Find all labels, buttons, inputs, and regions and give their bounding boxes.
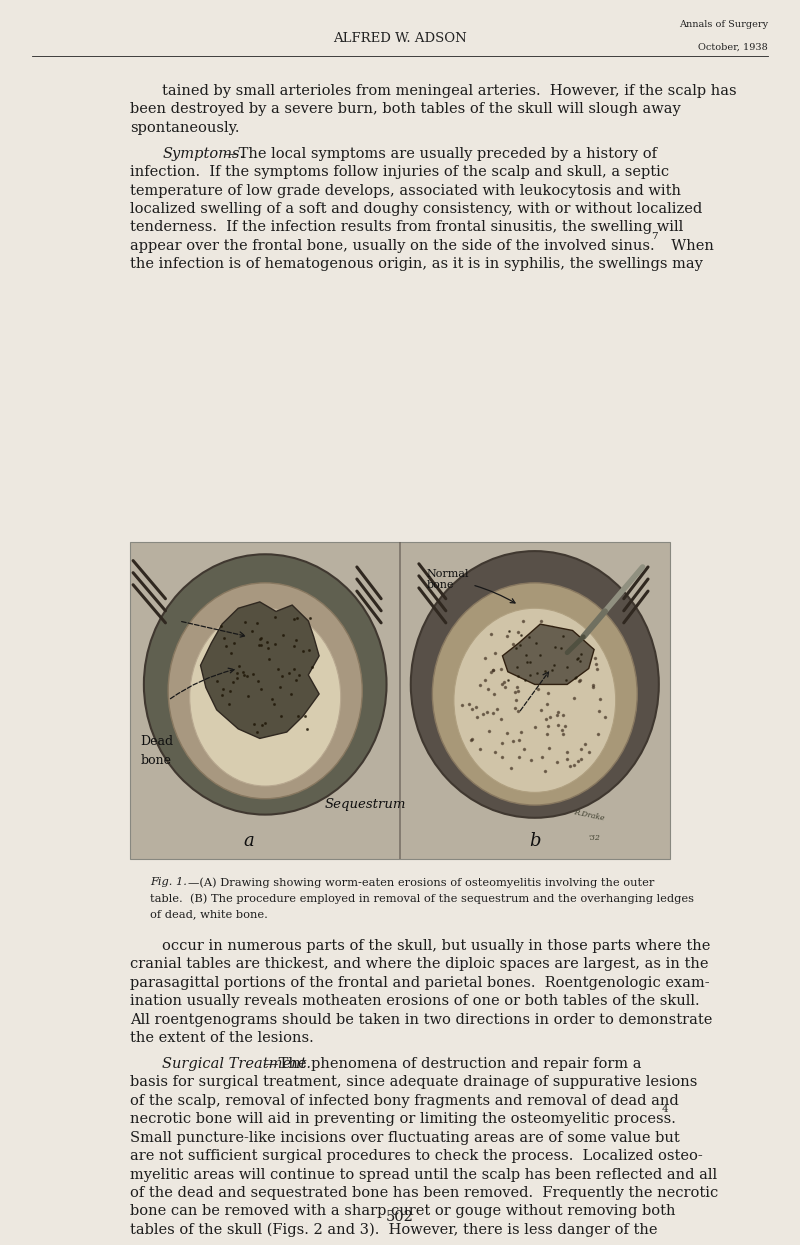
- Text: 502: 502: [386, 1210, 414, 1224]
- Text: October, 1938: October, 1938: [698, 44, 768, 52]
- Text: 4: 4: [662, 1106, 668, 1114]
- Text: tenderness.  If the infection results from frontal sinusitis, the swelling will: tenderness. If the infection results fro…: [130, 220, 684, 234]
- Ellipse shape: [190, 609, 341, 786]
- Text: Small puncture-like incisions over fluctuating areas are of some value but: Small puncture-like incisions over fluct…: [130, 1130, 680, 1144]
- Text: All roentgenograms should be taken in two directions in order to demonstrate: All roentgenograms should be taken in tw…: [130, 1012, 713, 1027]
- Ellipse shape: [144, 554, 386, 814]
- Text: Fig. 1.: Fig. 1.: [150, 876, 187, 886]
- Text: Dead: Dead: [140, 735, 174, 748]
- Ellipse shape: [410, 552, 659, 818]
- Text: the infection is of hematogenous origin, as it is in syphilis, the swellings may: the infection is of hematogenous origin,…: [130, 258, 703, 271]
- Text: ination usually reveals motheaten erosions of one or both tables of the skull.: ination usually reveals motheaten erosio…: [130, 995, 700, 1008]
- Text: appear over the frontal bone, usually on the side of the involved sinus.: appear over the frontal bone, usually on…: [130, 239, 655, 253]
- Text: of the scalp, removal of infected bony fragments and removal of dead and: of the scalp, removal of infected bony f…: [130, 1094, 679, 1108]
- Text: myelitic areas will continue to spread until the scalp has been reflected and al: myelitic areas will continue to spread u…: [130, 1168, 718, 1182]
- Text: —The local symptoms are usually preceded by a history of: —The local symptoms are usually preceded…: [224, 147, 658, 161]
- Text: Annals of Surgery: Annals of Surgery: [679, 20, 768, 29]
- Text: temperature of low grade develops, associated with leukocytosis and with: temperature of low grade develops, assoc…: [130, 183, 682, 198]
- Bar: [130, 542, 670, 859]
- Ellipse shape: [432, 583, 638, 806]
- Text: of the dead and sequestrated bone has been removed.  Frequently the necrotic: of the dead and sequestrated bone has be…: [130, 1186, 718, 1200]
- Text: table.  (B) The procedure employed in removal of the sequestrum and the overhang: table. (B) The procedure employed in rem…: [150, 893, 694, 904]
- Ellipse shape: [168, 583, 362, 799]
- Text: 7: 7: [651, 232, 658, 240]
- Polygon shape: [201, 601, 319, 738]
- Text: '32: '32: [589, 834, 601, 842]
- Text: Surgical Treatment.: Surgical Treatment.: [162, 1057, 311, 1071]
- Text: Sequestrum: Sequestrum: [325, 798, 406, 812]
- Text: basis for surgical treatment, since adequate drainage of suppurative lesions: basis for surgical treatment, since adeq…: [130, 1076, 698, 1089]
- Text: cranial tables are thickest, and where the diploic spaces are largest, as in the: cranial tables are thickest, and where t…: [130, 957, 709, 971]
- Text: a: a: [244, 833, 254, 850]
- Text: infection.  If the symptoms follow injuries of the scalp and skull, a septic: infection. If the symptoms follow injuri…: [130, 166, 670, 179]
- Text: tained by small arterioles from meningeal arteries.  However, if the scalp has: tained by small arterioles from meningea…: [162, 83, 737, 98]
- Text: Symptoms.: Symptoms.: [162, 147, 245, 161]
- Text: When: When: [662, 239, 714, 253]
- Text: necrotic bone will aid in preventing or limiting the osteomyelitic process.: necrotic bone will aid in preventing or …: [130, 1112, 676, 1127]
- Text: spontaneously.: spontaneously.: [130, 121, 240, 134]
- Text: b: b: [530, 833, 541, 850]
- Text: the extent of the lesions.: the extent of the lesions.: [130, 1031, 314, 1045]
- Text: —The phenomena of destruction and repair form a: —The phenomena of destruction and repair…: [265, 1057, 642, 1071]
- Text: bone can be removed with a sharp curet or gouge without removing both: bone can be removed with a sharp curet o…: [130, 1204, 676, 1219]
- Text: Normal
bone: Normal bone: [427, 569, 515, 603]
- Polygon shape: [502, 624, 594, 685]
- Text: parasagittal portions of the frontal and parietal bones.  Roentgenologic exam-: parasagittal portions of the frontal and…: [130, 976, 710, 990]
- Text: are not sufficient surgical procedures to check the process.  Localized osteo-: are not sufficient surgical procedures t…: [130, 1149, 703, 1163]
- Text: R.Drake: R.Drake: [573, 808, 605, 823]
- Text: occur in numerous parts of the skull, but usually in those parts where the: occur in numerous parts of the skull, bu…: [162, 939, 710, 952]
- Text: —(A) Drawing showing worm-eaten erosions of osteomyelitis involving the outer: —(A) Drawing showing worm-eaten erosions…: [189, 876, 654, 888]
- Text: localized swelling of a soft and doughy consistency, with or without localized: localized swelling of a soft and doughy …: [130, 202, 702, 217]
- Text: bone: bone: [140, 753, 171, 767]
- Text: ALFRED W. ADSON: ALFRED W. ADSON: [333, 31, 467, 45]
- Ellipse shape: [454, 609, 616, 792]
- Text: tables of the skull (Figs. 2 and 3).  However, there is less danger of the: tables of the skull (Figs. 2 and 3). How…: [130, 1223, 658, 1238]
- Text: been destroyed by a severe burn, both tables of the skull will slough away: been destroyed by a severe burn, both ta…: [130, 102, 681, 117]
- Text: of dead, white bone.: of dead, white bone.: [150, 910, 268, 920]
